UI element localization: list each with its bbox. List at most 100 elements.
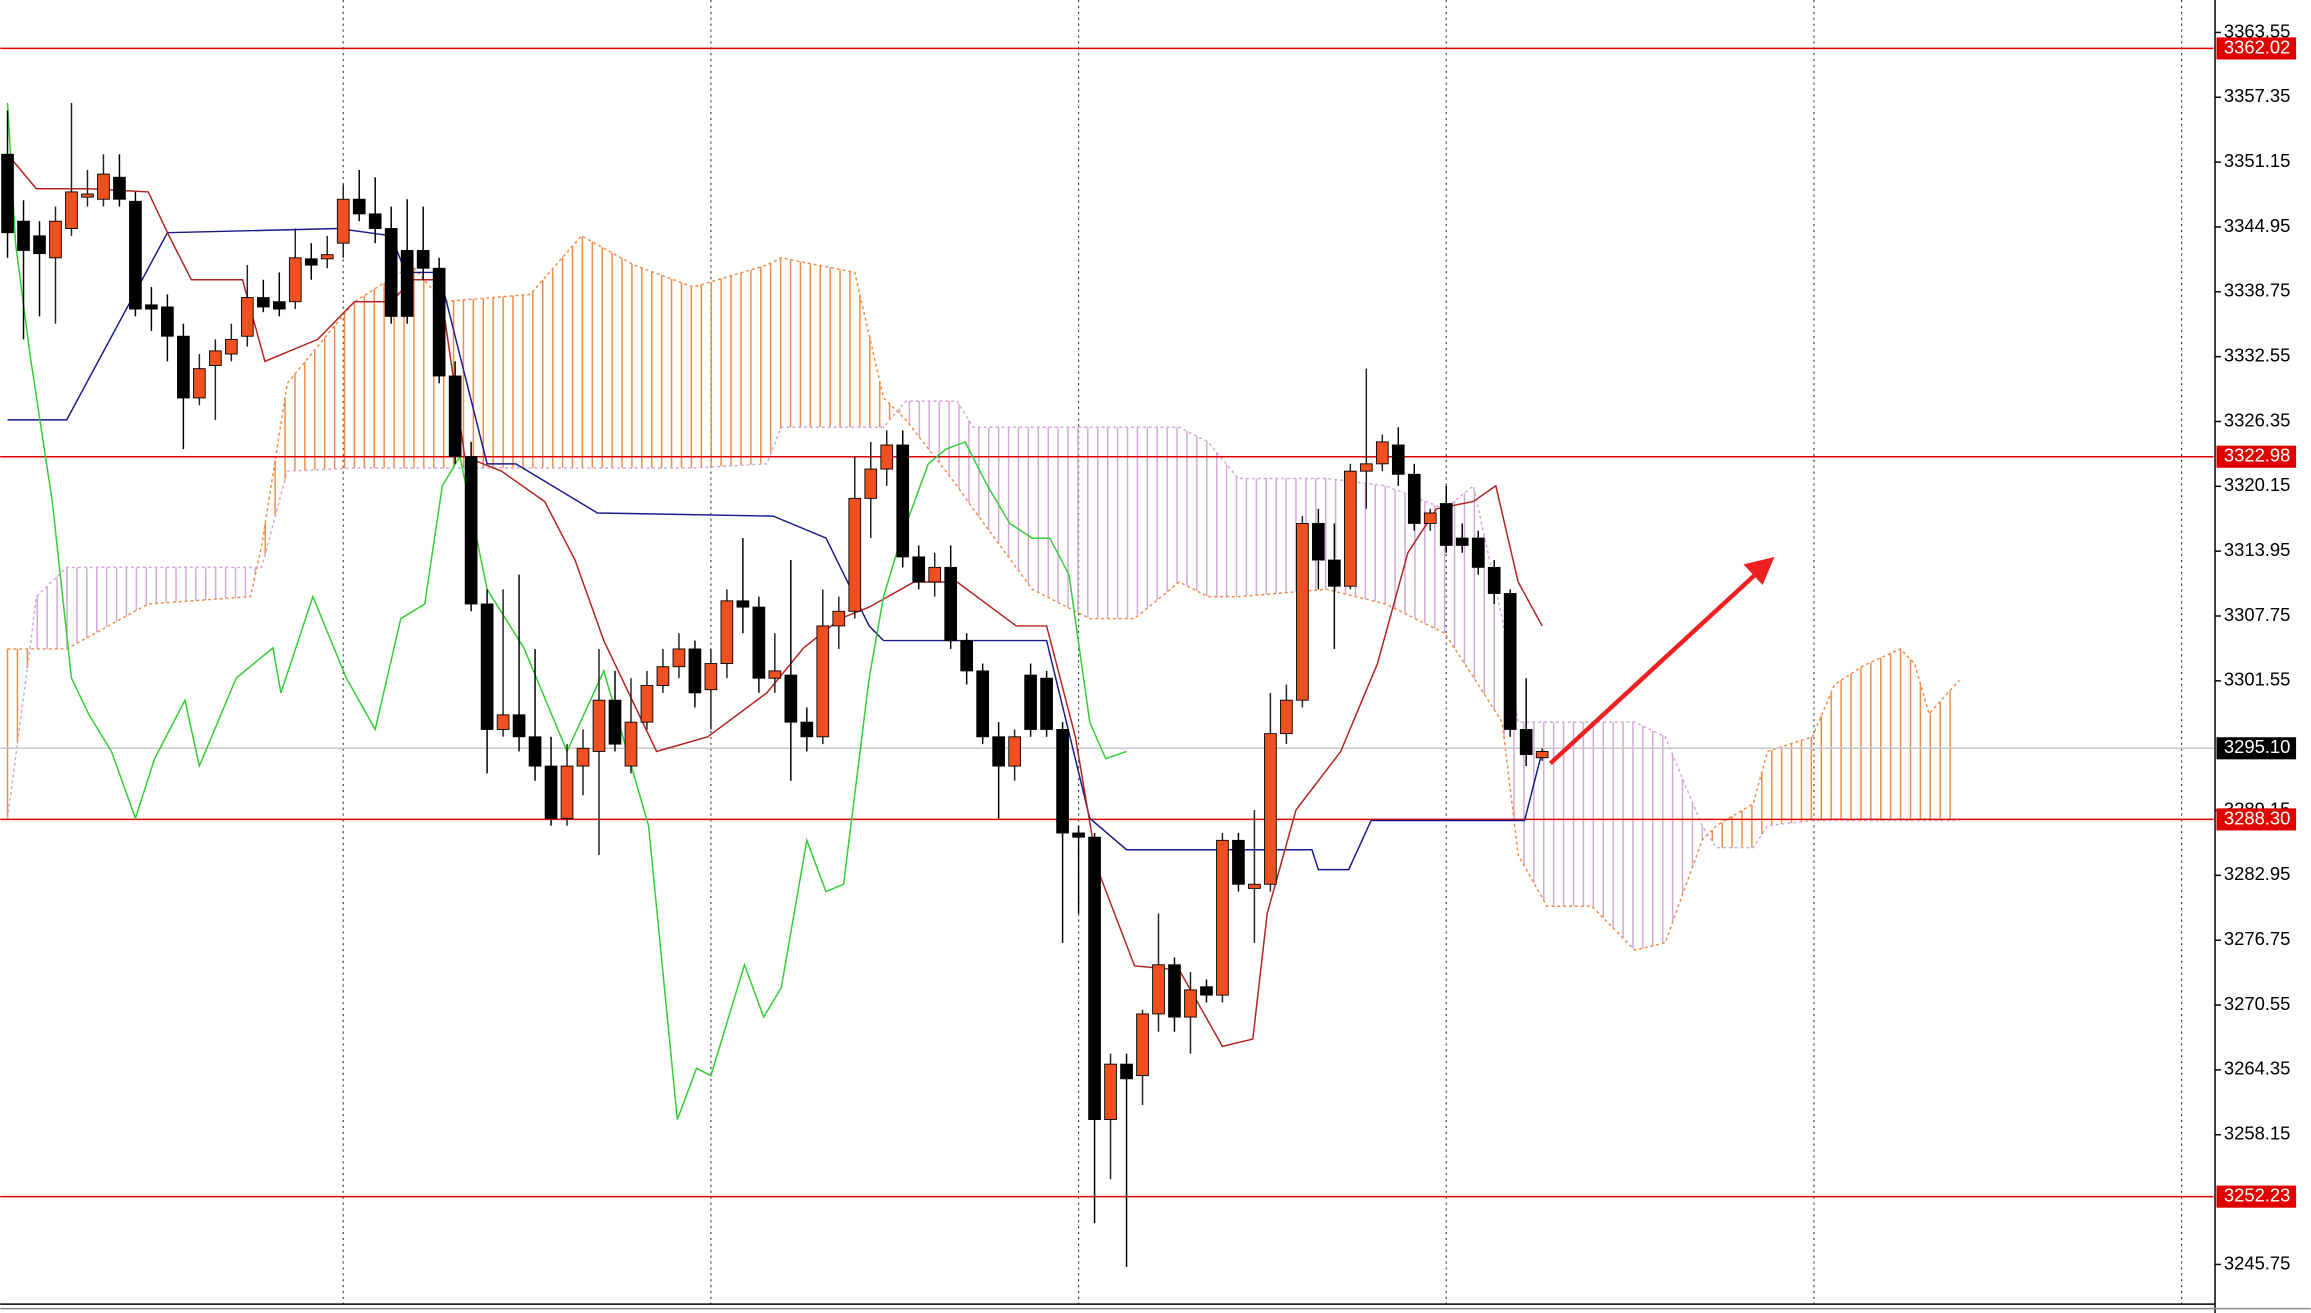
candle-body [336, 198, 350, 244]
candle-body [992, 736, 1005, 767]
y-tick-label: 3326.35 [2224, 409, 2291, 430]
candle-body [960, 640, 974, 672]
candle-body [736, 600, 750, 608]
y-tick-label: 3320.15 [2224, 474, 2291, 495]
candle-body [608, 699, 622, 745]
candle-body [1200, 986, 1213, 996]
candle-body [1088, 836, 1101, 1121]
candle-body [1216, 839, 1229, 996]
candle-body [288, 257, 302, 303]
candle-body [17, 220, 30, 251]
candle-body [1008, 736, 1021, 767]
candle-body [1104, 1063, 1117, 1121]
level-label-box [2216, 37, 2297, 60]
y-tick-label: 3301.55 [2224, 669, 2291, 690]
candle-body [512, 714, 526, 738]
candle-body [576, 747, 590, 767]
candle-body [1343, 470, 1357, 587]
y-tick-label: 3344.95 [2224, 215, 2291, 236]
arrow-head [1743, 557, 1775, 586]
y-tick-label: 3351.15 [2224, 150, 2291, 171]
candle-body [1248, 883, 1261, 889]
candle-body [145, 304, 158, 310]
candle-body [1120, 1063, 1133, 1080]
candle-body [800, 721, 814, 738]
candle-body [193, 368, 206, 399]
candle-body [1296, 522, 1309, 701]
candle-body [1280, 699, 1293, 735]
candle-body [209, 350, 222, 366]
candle-body [864, 468, 878, 499]
candle-body [896, 444, 910, 558]
candle-body [672, 648, 686, 668]
candle-body [1407, 473, 1421, 524]
candle-body [528, 736, 542, 767]
y-tick-label: 3258.15 [2224, 1123, 2291, 1144]
level-label-box [2216, 1185, 2297, 1208]
candle-body [1375, 441, 1389, 465]
candle-body [81, 193, 94, 198]
indicator-line [7, 227, 1543, 871]
candle-body [1455, 537, 1469, 546]
y-tick-label: 3270.55 [2224, 993, 2291, 1014]
candle-body [1391, 444, 1405, 475]
candle-body [704, 663, 718, 691]
candle-body [33, 235, 46, 255]
candle-body [848, 497, 862, 612]
plot-area [0, 47, 2214, 1268]
candle-body [448, 375, 462, 457]
candle-body [224, 338, 238, 355]
arrow-shaft [1548, 571, 1759, 765]
candle-body [976, 670, 989, 738]
candle-body [1136, 1013, 1149, 1077]
candle-body [1168, 964, 1181, 1018]
candle-body [97, 173, 110, 200]
candle-body [65, 191, 78, 229]
current-price-label: 3295.10 [2224, 736, 2291, 757]
candle-body [240, 297, 254, 337]
candle-body [816, 625, 830, 738]
level-label-box [2216, 808, 2297, 831]
candle-body [624, 721, 638, 767]
candle-body [832, 610, 846, 627]
candle-body [1328, 559, 1341, 587]
candle-body [432, 267, 446, 377]
candle-body [1487, 566, 1501, 594]
candle-body [1535, 750, 1549, 759]
candle-body [129, 200, 142, 310]
candle-body [496, 714, 510, 730]
candle-body [320, 254, 334, 260]
candle-body [880, 444, 894, 470]
y-tick-label: 3338.75 [2224, 280, 2291, 301]
candle-body [592, 699, 606, 752]
candle-body [1040, 677, 1053, 730]
candle-body [368, 213, 382, 229]
candle-body [1471, 537, 1485, 568]
candle-body [1024, 674, 1037, 730]
trend-arrow [1548, 557, 1775, 765]
candle-body [1439, 503, 1453, 546]
candle-body [944, 566, 958, 642]
time-grid [342, 0, 2183, 1305]
candle-body [784, 674, 798, 723]
candle-body [560, 765, 574, 819]
candle-body [1312, 522, 1325, 561]
candle-body [544, 765, 558, 819]
candle-body [1056, 729, 1069, 834]
candle-body [464, 456, 478, 605]
current-price-box [2216, 737, 2297, 760]
candle-body [400, 250, 414, 317]
candle-body [1519, 729, 1533, 756]
candle-body [1184, 989, 1197, 1018]
candle-body [752, 606, 766, 679]
candle-body [912, 556, 926, 583]
y-tick-label: 3363.55 [2224, 20, 2291, 41]
y-tick-label: 3357.35 [2224, 85, 2291, 106]
candle-body [688, 648, 702, 694]
y-tick-label: 3282.95 [2224, 863, 2291, 884]
candle-body [1423, 512, 1437, 524]
candle-body [480, 603, 494, 730]
level-label: 3322.98 [2224, 445, 2291, 466]
